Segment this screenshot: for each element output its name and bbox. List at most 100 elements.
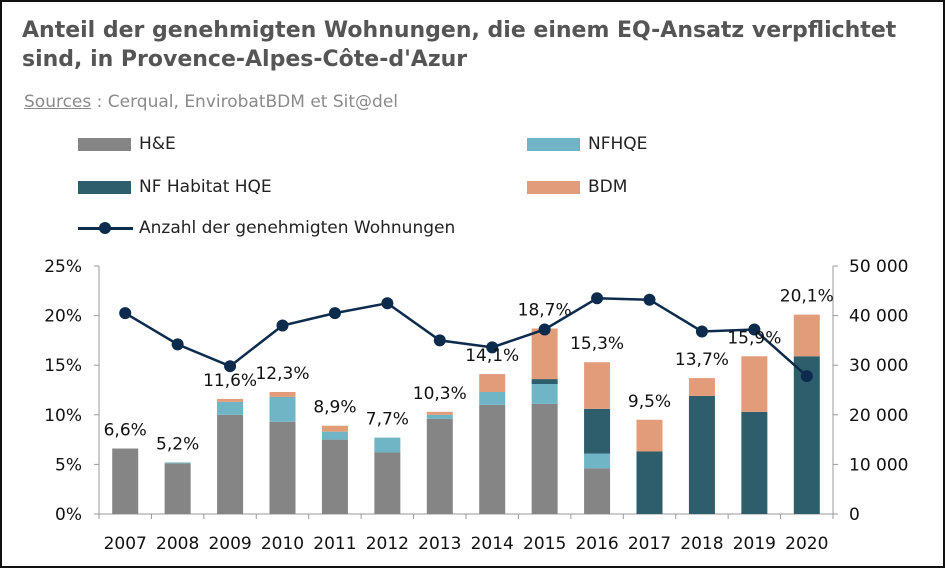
chart-title: Anteil der genehmigten Wohnungen, die ei… <box>22 18 897 72</box>
bar-segment-h-e <box>426 418 453 514</box>
line-point <box>276 319 289 332</box>
legend-label-nf-habitat-hqe: NF Habitat HQE <box>139 177 272 197</box>
x-tick-label: 2012 <box>366 534 409 554</box>
total-label: 20,1% <box>780 287 834 307</box>
chart-source: Sources : Cerqual, EnvirobatBDM et Sit@d… <box>24 92 398 112</box>
right-tick-label: 0 <box>849 505 860 525</box>
bar-segment-nf-habitat-hqe <box>584 408 611 454</box>
line-point <box>119 307 132 320</box>
bar-segment-nfhqe <box>374 437 401 453</box>
bar-segment-h-e <box>217 414 244 514</box>
legend-item-bdm: BDM <box>527 177 627 199</box>
source-label: Sources <box>24 92 92 112</box>
bar-segment-h-e <box>269 421 296 514</box>
x-tick-label: 2018 <box>680 534 723 554</box>
source-text: : Cerqual, EnvirobatBDM et Sit@del <box>91 92 399 112</box>
line-point <box>486 341 499 354</box>
bar-segment-nfhqe <box>217 401 244 415</box>
x-tick-label: 2019 <box>733 534 776 554</box>
total-label: 5,2% <box>156 434 199 454</box>
line-point <box>433 334 446 347</box>
left-tick-label: 20% <box>44 307 82 327</box>
x-tick-label: 2013 <box>418 534 461 554</box>
total-label: 8,9% <box>313 398 356 418</box>
bar-segment-bdm <box>741 356 768 412</box>
bar-segment-bdm <box>479 374 506 392</box>
x-tick-label: 2009 <box>208 534 251 554</box>
legend-swatch-bdm <box>527 180 580 194</box>
line-point <box>695 325 708 338</box>
legend-swatch-he <box>78 137 131 151</box>
bar-segment-bdm <box>636 419 663 452</box>
x-tick-label: 2011 <box>313 534 356 554</box>
bar-segment-bdm <box>426 411 453 415</box>
legend-item-nf-habitat-hqe: NF Habitat HQE <box>78 177 272 199</box>
bar-segment-nfhqe <box>269 396 296 422</box>
bar-segment-nf-habitat-hqe <box>688 395 715 514</box>
bar-segment-h-e <box>531 403 558 514</box>
legend-label-nfhqe: NFHQE <box>588 134 648 154</box>
legend-label-line: Anzahl der genehmigten Wohnungen <box>139 218 456 238</box>
x-tick-label: 2014 <box>471 534 514 554</box>
left-tick-label: 5% <box>55 455 82 475</box>
total-label: 7,7% <box>366 410 409 430</box>
total-label: 15,9% <box>727 328 781 348</box>
legend-item-line: Anzahl der genehmigten Wohnungen <box>78 218 455 240</box>
right-tick-label: 50 000 <box>849 257 908 277</box>
total-label: 6,6% <box>104 421 147 441</box>
total-label: 11,6% <box>203 371 257 391</box>
line-point <box>748 323 761 336</box>
bar-segment-nf-habitat-hqe <box>741 411 768 514</box>
legend-swatch-nf-habitat-hqe <box>78 180 131 194</box>
right-tick-label: 30 000 <box>849 356 908 376</box>
x-tick-label: 2017 <box>628 534 671 554</box>
right-tick-label: 20 000 <box>849 406 908 426</box>
line-point <box>591 292 604 305</box>
legend-swatch-nfhqe <box>527 137 580 151</box>
line-series <box>124 296 808 378</box>
total-label: 15,3% <box>570 334 624 354</box>
legend-line-marker <box>78 221 133 235</box>
bar-segment-nf-habitat-hqe <box>636 451 663 514</box>
total-label: 18,7% <box>518 300 572 320</box>
bar-segment-h-e <box>112 448 139 514</box>
legend-label-he: H&E <box>139 134 176 154</box>
bar-segment-bdm <box>321 425 348 432</box>
right-tick-label: 10 000 <box>849 455 908 475</box>
bar-segment-bdm <box>531 328 558 380</box>
total-label: 14,1% <box>465 346 519 366</box>
x-tick-label: 2015 <box>523 534 566 554</box>
total-label: 13,7% <box>675 350 729 370</box>
x-tick-label: 2007 <box>104 534 147 554</box>
total-label: 10,3% <box>413 384 467 404</box>
bar-segment-h-e <box>584 468 611 514</box>
bar-segment-bdm <box>688 378 715 396</box>
bar-segment-nfhqe <box>584 453 611 469</box>
bar-segment-h-e <box>321 439 348 514</box>
line-point <box>538 323 551 336</box>
bar-segment-nf-habitat-hqe <box>531 379 558 385</box>
bar-segment-nfhqe <box>426 414 453 419</box>
x-tick-label: 2016 <box>575 534 618 554</box>
line-point <box>171 338 184 351</box>
left-tick-label: 10% <box>44 406 82 426</box>
legend-item-nfhqe: NFHQE <box>527 134 647 156</box>
right-tick-label: 40 000 <box>849 307 908 327</box>
bar-segment-nfhqe <box>164 462 191 464</box>
line-point <box>381 297 394 310</box>
line-point <box>800 370 813 383</box>
bar-segment-h-e <box>164 463 191 514</box>
legend-label-bdm: BDM <box>588 177 628 197</box>
bar-segment-bdm <box>793 314 820 357</box>
legend-item-he: H&E <box>78 134 176 156</box>
left-tick-label: 25% <box>44 257 82 277</box>
bar-segment-bdm <box>217 398 244 402</box>
line-point <box>224 360 237 373</box>
left-tick-label: 0% <box>55 505 82 525</box>
left-tick-label: 15% <box>44 356 82 376</box>
bar-segment-h-e <box>374 452 401 514</box>
bar-segment-h-e <box>479 404 506 514</box>
x-tick-label: 2008 <box>156 534 199 554</box>
